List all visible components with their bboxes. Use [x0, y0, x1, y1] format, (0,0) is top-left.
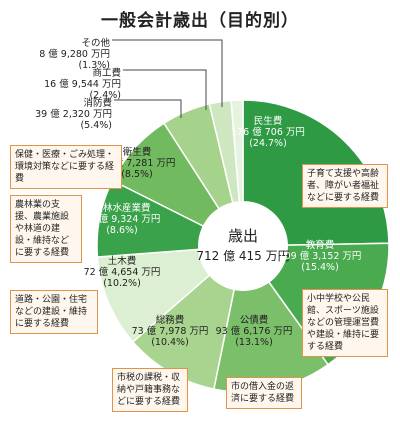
- center-hole: [198, 201, 288, 291]
- leader-line-7: [114, 99, 182, 118]
- callout-doboku: 道路・公園・住宅などの建設・維持に要する経費: [10, 290, 98, 334]
- center-total: 712 億 415 万円: [196, 249, 289, 263]
- leader-line-8: [123, 69, 207, 110]
- slice-label-8: 商工費 16 億 9,544 万円(2.4%): [44, 67, 121, 101]
- slice-label-2: 公債費 93 億 6,176 万円(13.1%): [216, 314, 293, 348]
- slice-label-0: 民生費 176 億 706 万円(24.7%): [231, 115, 305, 149]
- callout-kyoiku: 小中学校や公民館、スポーツ施設などの管理運営費や建設・維持に要する経費: [302, 289, 388, 357]
- callout-kosai: 市の借入金の返済に要する経費: [226, 377, 302, 409]
- callout-eisei: 保健・医療・ごみ処理・環境対策などに要する経費: [10, 145, 122, 189]
- chart-title: 一般会計歳出（目的別）: [101, 11, 299, 31]
- slice-label-7: 消防費 39 億 2,320 万円(5.4%): [35, 97, 112, 131]
- center-label: 歳出: [228, 227, 258, 245]
- callout-norin: 農林業の支援、農業施設や林道の建設・維持などに要する経費: [10, 195, 82, 263]
- slice-label-1: 教育費 109 億 3,152 万円(15.4%): [279, 239, 362, 273]
- callout-somu: 市税の課税・収納や戸籍事務などに要する経費: [112, 368, 188, 412]
- slice-label-3: 総務費 73 億 7,978 万円(10.4%): [132, 314, 209, 348]
- slice-label-4: 土木費 72 億 4,654 万円(10.2%): [84, 255, 161, 289]
- leader-line-9: [112, 39, 223, 107]
- slice-label-5: 農林水産業費 60 億 9,324 万円(8.6%): [84, 202, 161, 236]
- slice-label-9: その他 8 億 9,280 万円(1.3%): [39, 37, 110, 71]
- callout-minsei: 子育て支援や高齢者、障がい者福祉などに要する経費: [302, 164, 388, 208]
